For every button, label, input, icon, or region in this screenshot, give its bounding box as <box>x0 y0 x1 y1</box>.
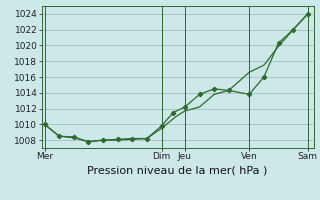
X-axis label: Pression niveau de la mer( hPa ): Pression niveau de la mer( hPa ) <box>87 165 268 175</box>
